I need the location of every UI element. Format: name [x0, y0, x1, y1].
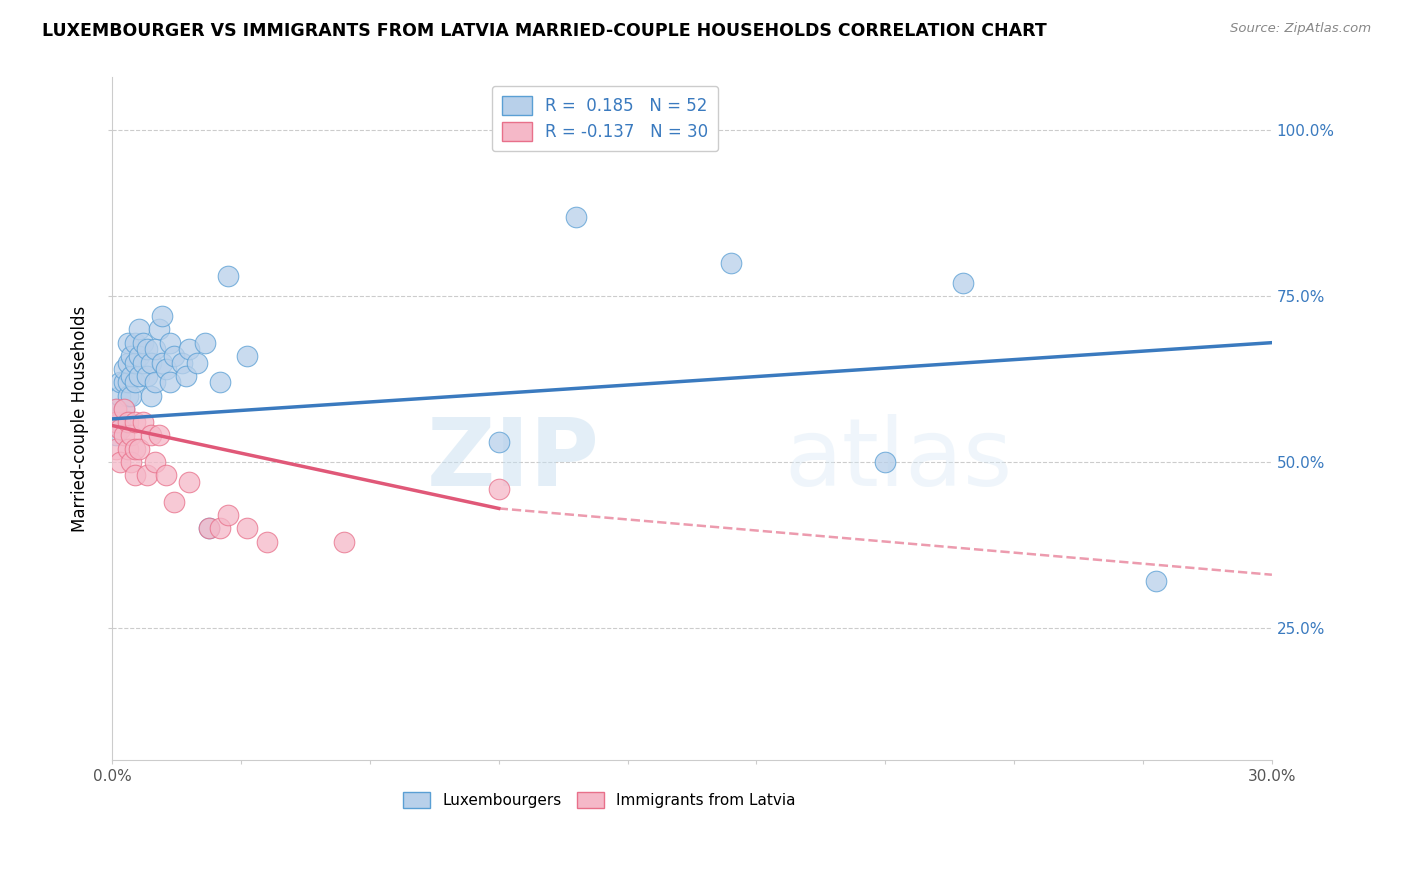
Point [105, 401, 128, 416]
Point [117, 335, 139, 350]
Point [198, 521, 221, 535]
Point [136, 468, 159, 483]
Point [121, 349, 143, 363]
Point [108, 455, 131, 469]
Point [565, 210, 588, 224]
Point [108, 376, 131, 390]
Point [236, 521, 259, 535]
Point [112, 401, 135, 416]
Point [159, 376, 181, 390]
Point [124, 468, 146, 483]
Legend: Luxembourgers, Immigrants from Latvia: Luxembourgers, Immigrants from Latvia [396, 786, 801, 814]
Point [105, 442, 128, 456]
Point [117, 376, 139, 390]
Point [333, 534, 356, 549]
Point [174, 368, 197, 383]
Point [163, 495, 186, 509]
Point [128, 349, 150, 363]
Point [124, 442, 146, 456]
Point [117, 389, 139, 403]
Point [128, 368, 150, 383]
Point [488, 482, 510, 496]
Text: LUXEMBOURGER VS IMMIGRANTS FROM LATVIA MARRIED-COUPLE HOUSEHOLDS CORRELATION CHA: LUXEMBOURGER VS IMMIGRANTS FROM LATVIA M… [42, 22, 1047, 40]
Point [112, 376, 135, 390]
Point [1144, 574, 1167, 589]
Point [121, 368, 143, 383]
Point [143, 455, 166, 469]
Text: Source: ZipAtlas.com: Source: ZipAtlas.com [1230, 22, 1371, 36]
Point [128, 442, 150, 456]
Point [186, 355, 208, 369]
Point [124, 376, 146, 390]
Point [121, 455, 143, 469]
Point [124, 355, 146, 369]
Point [124, 415, 146, 429]
Point [148, 322, 170, 336]
Point [179, 343, 201, 357]
Point [105, 415, 128, 429]
Point [105, 401, 128, 416]
Point [152, 309, 174, 323]
Point [155, 362, 177, 376]
Point [194, 335, 217, 350]
Point [875, 455, 897, 469]
Point [105, 428, 128, 442]
Point [108, 422, 131, 436]
Point [139, 389, 162, 403]
Point [112, 428, 135, 442]
Point [121, 428, 143, 442]
Point [952, 276, 974, 290]
Point [139, 428, 162, 442]
Point [108, 389, 131, 403]
Point [108, 415, 131, 429]
Point [152, 355, 174, 369]
Point [132, 355, 155, 369]
Point [143, 343, 166, 357]
Point [155, 468, 177, 483]
Point [163, 349, 186, 363]
Point [117, 415, 139, 429]
Text: atlas: atlas [785, 414, 1014, 506]
Point [488, 435, 510, 450]
Point [136, 343, 159, 357]
Point [132, 335, 155, 350]
Point [256, 534, 278, 549]
Point [139, 355, 162, 369]
Point [112, 401, 135, 416]
Y-axis label: Married-couple Households: Married-couple Households [72, 306, 89, 532]
Point [136, 368, 159, 383]
Point [148, 428, 170, 442]
Point [159, 335, 181, 350]
Point [128, 322, 150, 336]
Point [720, 256, 742, 270]
Point [143, 376, 166, 390]
Point [117, 355, 139, 369]
Point [105, 415, 128, 429]
Point [132, 415, 155, 429]
Point [209, 376, 232, 390]
Point [112, 362, 135, 376]
Point [124, 335, 146, 350]
Text: ZIP: ZIP [426, 414, 599, 506]
Point [121, 389, 143, 403]
Point [198, 521, 221, 535]
Point [209, 521, 232, 535]
Point [179, 475, 201, 489]
Point [236, 349, 259, 363]
Point [117, 442, 139, 456]
Point [217, 508, 239, 522]
Point [170, 355, 193, 369]
Point [217, 269, 239, 284]
